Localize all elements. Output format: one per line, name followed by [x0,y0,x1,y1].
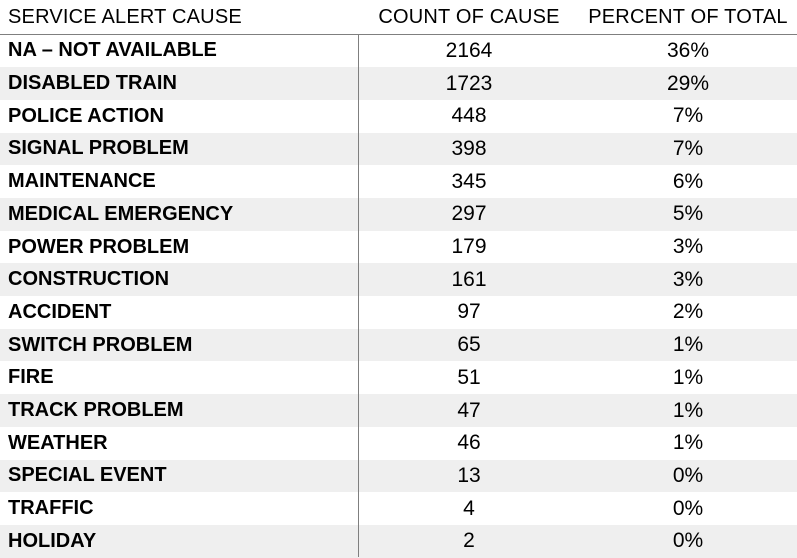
cell-percent: 1% [672,398,704,422]
header-cause: SERVICE ALERT CAUSE [8,5,242,28]
table-row: POWER PROBLEM 179 3% [0,231,797,264]
table-row: SPECIAL EVENT 13 0% [0,459,797,493]
cell-percent: 1% [672,333,704,357]
header-count: COUNT OF CAUSE [378,5,560,28]
cell-cause: SIGNAL PROBLEM [8,137,189,160]
cell-count: 161 [451,267,487,291]
cell-count: 345 [451,169,487,193]
cell-cause: CONSTRUCTION [8,268,170,291]
cell-percent: 2% [672,300,704,324]
cell-cause: SWITCH PROBLEM [8,333,193,356]
cell-percent: 3% [672,267,704,291]
cell-percent: 1% [672,365,704,389]
cell-percent: 3% [672,235,704,259]
cell-cause: TRACK PROBLEM [8,399,184,422]
table-header: SERVICE ALERT CAUSE COUNT OF CAUSE PERCE… [0,0,797,34]
cell-cause: SPECIAL EVENT [8,464,167,487]
cell-cause: NA – NOT AVAILABLE [8,39,217,62]
cell-count: 51 [457,365,481,389]
header-divider [0,34,797,35]
table-row: TRAFFIC 4 0% [0,492,797,525]
cell-percent: 6% [672,169,704,193]
cell-percent: 7% [672,104,704,128]
table-row: MEDICAL EMERGENCY 297 5% [0,198,797,231]
cell-percent: 0% [672,529,704,553]
table-row: CONSTRUCTION 161 3% [0,263,797,297]
cell-count: 65 [457,333,481,357]
table-row: SWITCH PROBLEM 65 1% [0,328,797,362]
cell-count: 13 [457,463,481,487]
cell-cause: FIRE [8,366,54,389]
cell-percent: 0% [672,463,704,487]
cell-percent: 7% [672,136,704,160]
cell-percent: 5% [672,202,704,226]
cell-count: 448 [451,104,487,128]
cell-count: 47 [457,398,481,422]
cell-cause: TRAFFIC [8,497,94,520]
cell-cause: POWER PROBLEM [8,235,190,258]
table-row: SIGNAL PROBLEM 398 7% [0,132,797,166]
cell-cause: MEDICAL EMERGENCY [8,202,234,225]
cell-cause: HOLIDAY [8,529,97,552]
table-row: NA – NOT AVAILABLE 2164 36% [0,35,797,68]
table-row: HOLIDAY 2 0% [0,525,797,558]
table-row: TRACK PROBLEM 47 1% [0,394,797,427]
cell-percent: 1% [672,431,704,455]
cell-count: 398 [451,136,487,160]
cell-percent: 0% [672,496,704,520]
table-row: FIRE 51 1% [0,362,797,395]
header-percent: PERCENT OF TOTAL [588,5,788,28]
cell-count: 1723 [445,71,493,95]
cell-count: 179 [451,235,487,259]
cell-cause: ACCIDENT [8,300,112,323]
table-row: ACCIDENT 97 2% [0,296,797,329]
cell-cause: WEATHER [8,431,108,454]
cell-percent: 29% [666,71,710,95]
cell-cause: POLICE ACTION [8,104,164,127]
cell-count: 2 [463,529,475,553]
cell-count: 2164 [445,38,493,62]
cell-count: 297 [451,202,487,226]
cell-count: 97 [457,300,481,324]
cell-count: 46 [457,431,481,455]
cell-count: 4 [463,496,475,520]
column-divider [358,34,359,557]
table-row: POLICE ACTION 448 7% [0,100,797,133]
cell-cause: DISABLED TRAIN [8,72,177,95]
table-row: DISABLED TRAIN 1723 29% [0,67,797,100]
table-row: MAINTENANCE 345 6% [0,165,797,198]
cell-percent: 36% [666,38,710,62]
cell-cause: MAINTENANCE [8,170,156,193]
table-row: WEATHER 46 1% [0,427,797,460]
